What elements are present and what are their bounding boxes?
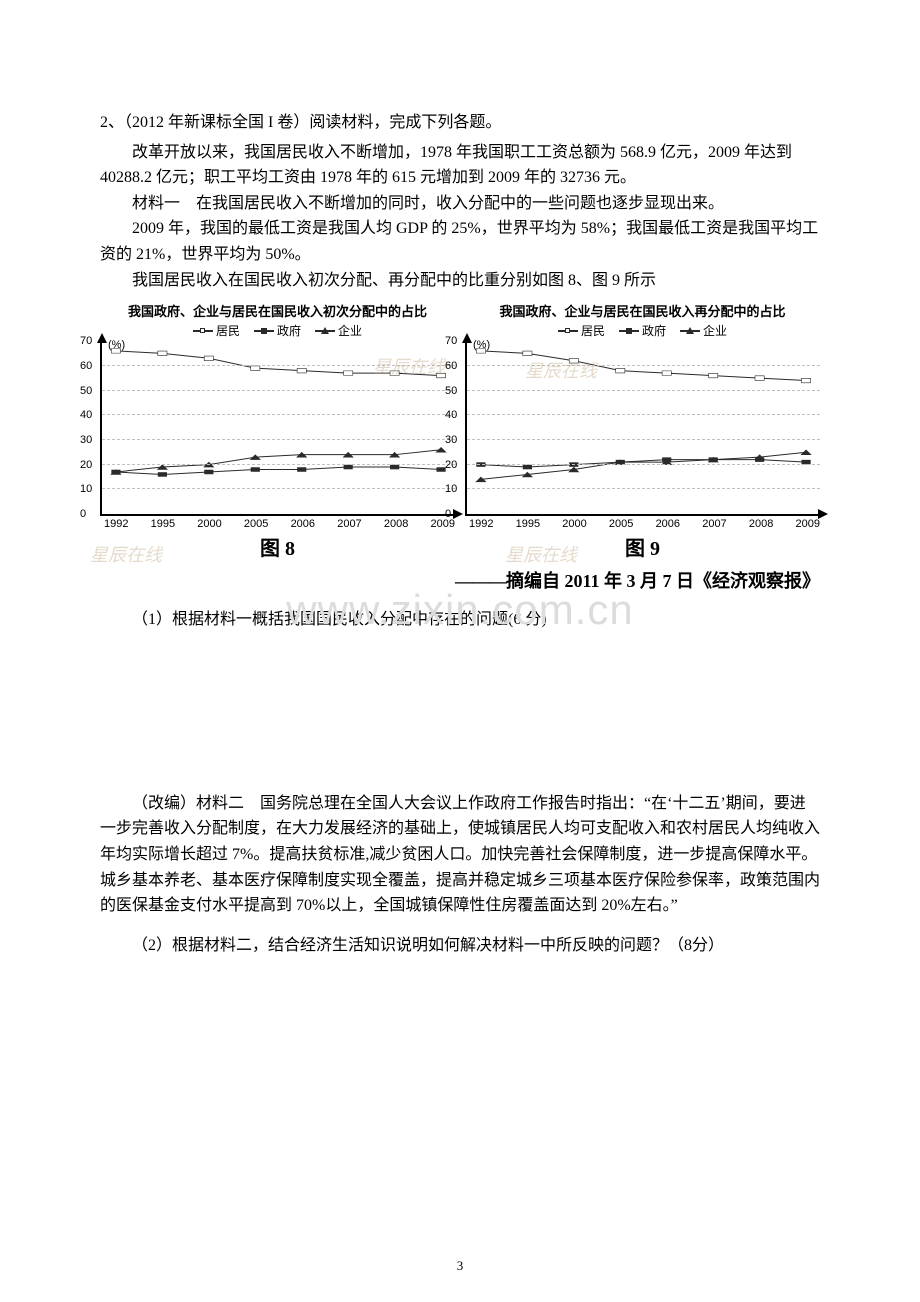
chart-9-plot: (%) 010203040506070	[465, 341, 820, 516]
intro-paragraph: 改革开放以来，我国居民收入不断增加，1978 年我国职工工资总额为 568.9 …	[100, 140, 820, 191]
chart-9-title: 我国政府、企业与居民在国民收入再分配中的占比	[465, 301, 820, 320]
legend-label: 政府	[642, 322, 666, 339]
legend-label: 企业	[338, 322, 362, 339]
chart-9-legend: 居民 政府 企业	[465, 322, 820, 339]
chart-8: 我国政府、企业与居民在国民收入初次分配中的占比 居民 政府 企业 (%) 010…	[100, 301, 455, 561]
sub-question-2: （2）根据材料二，结合经济生活知识说明如何解决材料一中所反映的问题？（8分）	[100, 933, 820, 959]
question-heading: 2、（2012 年新课标全国 I 卷）阅读材料，完成下列各题。	[100, 110, 820, 136]
chart-8-title: 我国政府、企业与居民在国民收入初次分配中的占比	[100, 301, 455, 320]
material1-label: 材料一 在我国居民收入不断增加的同时，收入分配中的一些问题也逐步显现出来。	[100, 191, 820, 217]
chart-8-plot: (%) 010203040506070	[100, 341, 455, 516]
chart-9-xticks: 19921995200020052006200720082009	[465, 518, 820, 530]
chart-8-xticks: 19921995200020052006200720082009	[100, 518, 455, 530]
legend-label: 居民	[581, 322, 605, 339]
material1-body2: 我国居民收入在国民收入初次分配、再分配中的比重分别如图 8、图 9 所示	[100, 268, 820, 294]
chart-9: 我国政府、企业与居民在国民收入再分配中的占比 居民 政府 企业 (%) 0102…	[465, 301, 820, 561]
legend-label: 居民	[216, 322, 240, 339]
legend-label: 政府	[277, 322, 301, 339]
chart-8-legend: 居民 政府 企业	[100, 322, 455, 339]
legend-label: 企业	[703, 322, 727, 339]
chart-8-caption: 图 8	[100, 532, 455, 561]
material1-body1: 2009 年，我国的最低工资是我国人均 GDP 的 25%，世界平均为 58%；…	[100, 216, 820, 267]
material2: （改编）材料二 国务院总理在全国人大会议上作政府工作报告时指出：“在‘十二五’期…	[100, 791, 820, 919]
sub-question-1: （1）根据材料一概括我国国民收入分配中存在的问题(6 分)	[100, 607, 820, 633]
chart-9-caption: 图 9	[465, 532, 820, 561]
page-number: 3	[457, 1258, 464, 1274]
charts-row: 我国政府、企业与居民在国民收入初次分配中的占比 居民 政府 企业 (%) 010…	[100, 301, 820, 561]
source-line: ———摘编自 2011 年 3 月 7 日《经济观察报》	[100, 567, 820, 593]
